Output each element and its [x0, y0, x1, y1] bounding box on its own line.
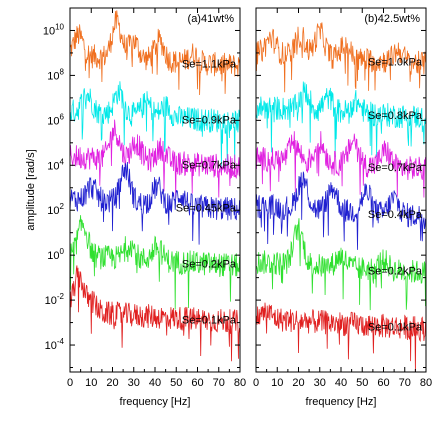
series-label-4: Se=0.45kPa — [176, 202, 237, 214]
y-tick-label: 104 — [47, 157, 64, 172]
series-label-3: Se=0.7kPa — [368, 162, 423, 174]
x-tick-label: 30 — [128, 377, 140, 389]
x-axis-label: frequency [Hz] — [306, 396, 377, 408]
y-tick-label: 10-2 — [45, 292, 65, 307]
series-line-2 — [69, 81, 241, 168]
y-tick-label: 1010 — [43, 22, 65, 37]
series-label-5: Se=0.2kPa — [368, 265, 423, 277]
x-tick-label: 10 — [271, 377, 283, 389]
series-line-1 — [69, 10, 241, 96]
x-tick-label: 40 — [149, 377, 161, 389]
series-line-5 — [255, 218, 427, 311]
series-line-4 — [69, 161, 241, 245]
x-tick-label: 30 — [314, 377, 326, 389]
series-line-6 — [255, 302, 427, 373]
x-tick-label: 80 — [420, 377, 432, 389]
series-label-6: Se=0.1kPa — [368, 321, 423, 333]
series-label-3: Se=0.7kPa — [182, 160, 237, 172]
x-tick-label: 50 — [356, 377, 368, 389]
series-label-1: Se=1.0kPa — [368, 56, 423, 68]
x-tick-label: 20 — [106, 377, 118, 389]
series-line-6 — [69, 265, 241, 362]
x-tick-label: 50 — [170, 377, 182, 389]
series-line-2 — [255, 81, 427, 158]
panel-title: (b)42.5wt% — [364, 13, 420, 25]
x-tick-label: 60 — [191, 377, 203, 389]
panel-title: (a)41wt% — [188, 13, 235, 25]
series-line-4 — [255, 171, 427, 250]
series-label-2: Se=0.9kPa — [182, 115, 237, 127]
x-tick-label: 20 — [292, 377, 304, 389]
x-tick-label: 40 — [335, 377, 347, 389]
x-tick-label: 80 — [234, 377, 246, 389]
y-tick-label: 100 — [47, 247, 64, 262]
series-line-1 — [255, 22, 427, 93]
y-tick-label: 106 — [47, 112, 64, 127]
x-tick-label: 70 — [399, 377, 411, 389]
series-label-2: Se=0.8kPa — [368, 110, 423, 122]
series-line-3 — [255, 131, 427, 198]
x-tick-label: 0 — [253, 377, 259, 389]
chart-panel-1: Se=1.1kPa Se=0.9kPa Se=0.7kPa Se=0.45kPa Se=… — [25, 7, 246, 408]
x-tick-label: 10 — [85, 377, 97, 389]
series-label-4: Se=0.4kPa — [368, 209, 423, 221]
series-label-6: Se=0.1kPa — [182, 315, 237, 327]
y-tick-label: 102 — [47, 202, 64, 217]
y-tick-label: 108 — [47, 67, 64, 82]
x-axis-label: frequency [Hz] — [120, 396, 191, 408]
series-line-5 — [69, 215, 241, 310]
series-line-3 — [69, 119, 241, 199]
series-label-1: Se=1.1kPa — [182, 59, 237, 71]
x-tick-label: 0 — [67, 377, 73, 389]
y-tick-label: 10-4 — [45, 337, 65, 352]
chart-panel-2: Se=1.0kPa Se=0.8kPa Se=0.7kPa Se=0.4kPa Se=0… — [253, 7, 432, 408]
y-axis-label: amplitude [rad/s] — [25, 149, 37, 230]
series-label-5: Se=0.2kPa — [182, 259, 237, 271]
x-tick-label: 70 — [213, 377, 225, 389]
x-tick-label: 60 — [377, 377, 389, 389]
